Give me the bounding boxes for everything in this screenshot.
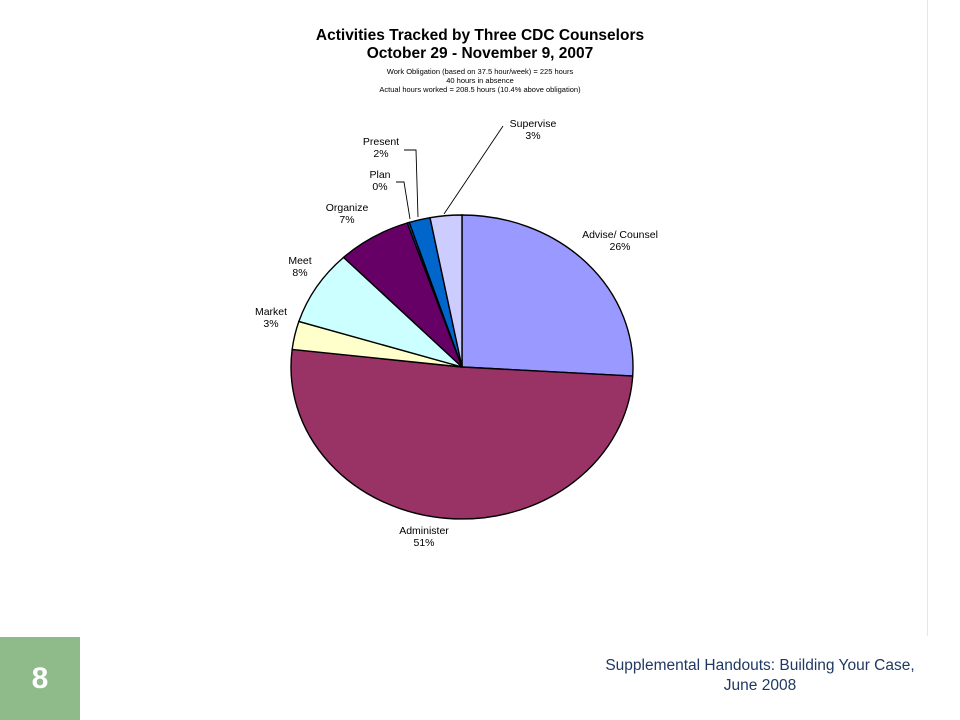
slice-percent: 2% xyxy=(373,148,388,160)
pie-slice-advise-counsel xyxy=(461,214,634,377)
chart-note: Actual hours worked = 208.5 hours (10.4%… xyxy=(379,85,581,94)
chart-title: Activities Tracked by Three CDC Counselo… xyxy=(315,27,645,44)
slice-label: Supervise xyxy=(510,118,557,130)
slice-label: Advise/ Counsel xyxy=(582,229,658,241)
slice-percent: 7% xyxy=(339,214,354,226)
slice-label: Administer xyxy=(399,525,449,537)
slice-percent: 26% xyxy=(609,241,630,253)
pie-slice-administer xyxy=(290,348,634,520)
chart-note: Work Obligation (based on 37.5 hour/week… xyxy=(386,67,574,76)
slice-percent: 3% xyxy=(525,130,540,142)
slice-label: Organize xyxy=(326,202,369,214)
slice-percent: 0% xyxy=(372,181,387,193)
leader-line xyxy=(396,181,411,220)
slice-label: Plan xyxy=(369,169,390,181)
leader-line xyxy=(443,125,504,215)
slice-percent: 8% xyxy=(292,267,307,279)
slice-label: Present xyxy=(363,136,399,148)
pie-slice-supervise xyxy=(429,214,463,368)
slice-percent: 51% xyxy=(413,537,434,549)
slide-number-badge: 8 xyxy=(0,637,80,720)
slide-right-rule xyxy=(927,0,928,636)
slice-label: Meet xyxy=(288,255,311,267)
chart-note: 40 hours in absence xyxy=(446,76,514,85)
slice-percent: 3% xyxy=(263,318,278,330)
slice-label: Market xyxy=(255,306,287,318)
leader-line xyxy=(404,149,419,218)
pie-chart: Advise/ Counsel26%Administer51%Market3%M… xyxy=(255,118,658,549)
slide-footer: Supplemental Handouts: Building Your Cas… xyxy=(605,657,915,694)
chart-subtitle: October 29 - November 9, 2007 xyxy=(366,45,594,62)
